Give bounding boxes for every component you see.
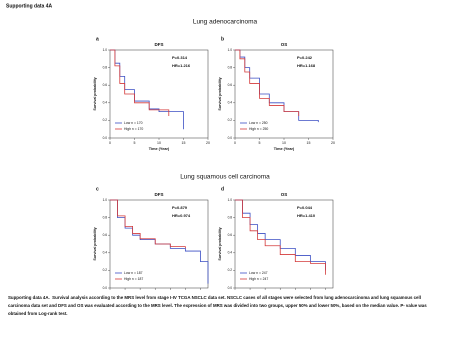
- p-value: P=0.314: [172, 55, 188, 60]
- plot-frame: [234, 199, 334, 289]
- x-tick-label: 5: [134, 141, 136, 145]
- x-tick-label: 0: [234, 141, 236, 145]
- x-axis-label: Time (Year): [274, 147, 295, 151]
- y-tick-label: 0.0: [103, 286, 108, 290]
- hazard-ratio: HR=1.410: [297, 213, 316, 218]
- y-axis-label: Survival probability: [218, 77, 222, 110]
- survival-curve: [110, 49, 184, 130]
- y-tick-label: 0.4: [228, 101, 233, 105]
- survival-curve: [235, 199, 326, 271]
- y-tick-label: 1.0: [103, 48, 108, 52]
- caption-lead: Supporting data 4A.: [8, 295, 50, 300]
- y-tick-label: 0.0: [103, 136, 108, 140]
- p-value: P=0.044: [297, 205, 313, 210]
- hazard-ratio: HR=0.974: [172, 213, 191, 218]
- x-axis-label: Time (Year): [149, 147, 170, 151]
- x-tick-label: 15: [307, 141, 311, 145]
- x-tick-label: 10: [282, 141, 286, 145]
- x-tick-label: 10: [157, 141, 161, 145]
- y-tick-label: 1.0: [228, 48, 233, 52]
- y-tick-label: 0.2: [228, 268, 233, 272]
- y-axis-label: Survival probability: [93, 77, 97, 110]
- panel-label: c: [96, 186, 99, 192]
- legend-label: Low n = 250: [249, 121, 268, 125]
- y-tick-label: 0.4: [103, 251, 108, 255]
- panel-label: d: [221, 186, 224, 192]
- panel-title: DFS: [155, 192, 164, 197]
- y-axis-label: Survival probability: [218, 227, 222, 260]
- y-tick-label: 1.0: [228, 198, 233, 202]
- legend-label: High n = 170: [124, 127, 143, 131]
- y-tick-label: 0.6: [228, 83, 233, 87]
- y-tick-label: 0.2: [103, 118, 108, 122]
- survival-curve: [235, 199, 326, 275]
- section-title: Lung squamous cell carcinoma: [180, 174, 270, 181]
- legend-label: High n = 187: [124, 277, 143, 281]
- legend-label: Low n = 247: [249, 271, 268, 275]
- legend-label: Low n = 187: [124, 271, 143, 275]
- legend-label: High n = 250: [249, 127, 268, 131]
- y-tick-label: 0.4: [103, 101, 108, 105]
- plot-frame: [109, 199, 209, 289]
- x-tick-label: 5: [259, 141, 261, 145]
- y-tick-label: 0.0: [228, 286, 233, 290]
- hazard-ratio: HR=1.216: [172, 63, 191, 68]
- figure: Supporting data 4A Lung adenocarcinoma L…: [6, 3, 335, 290]
- y-tick-label: 0.0: [228, 136, 233, 140]
- x-tick-label: 15: [182, 141, 186, 145]
- survival-curve: [110, 199, 186, 249]
- p-value: P=0.242: [297, 55, 313, 60]
- y-tick-label: 0.8: [103, 215, 108, 219]
- y-tick-label: 0.6: [103, 83, 108, 87]
- y-tick-label: 0.6: [103, 233, 108, 237]
- section-title: Lung adenocarcinoma: [193, 19, 258, 26]
- caption-text: Survival analysis according to the MRS l…: [8, 295, 427, 316]
- p-value: P=0.879: [172, 205, 188, 210]
- panel-label: b: [221, 36, 224, 42]
- panel-title: OS: [281, 192, 288, 197]
- y-tick-label: 0.2: [103, 268, 108, 272]
- hazard-ratio: HR=1.168: [297, 63, 316, 68]
- y-tick-label: 0.2: [228, 118, 233, 122]
- y-tick-label: 0.4: [228, 251, 233, 255]
- panel-title: OS: [281, 42, 288, 47]
- panel-label: a: [96, 36, 99, 42]
- y-tick-label: 0.6: [228, 233, 233, 237]
- survival-curve: [235, 49, 319, 123]
- y-tick-label: 0.8: [103, 65, 108, 69]
- survival-curve: [110, 49, 170, 116]
- y-axis-label: Survival probability: [93, 227, 97, 260]
- y-tick-label: 0.8: [228, 215, 233, 219]
- y-tick-label: 0.8: [228, 65, 233, 69]
- caption: Supporting data 4A. Survival analysis ac…: [8, 294, 442, 318]
- header: Supporting data 4A: [6, 3, 53, 9]
- survival-curve: [235, 49, 300, 116]
- legend-label: Low n = 170: [124, 121, 143, 125]
- y-tick-label: 1.0: [103, 198, 108, 202]
- x-tick-label: 20: [331, 141, 335, 145]
- legend-label: High n = 247: [249, 277, 268, 281]
- x-tick-label: 0: [109, 141, 111, 145]
- panel-title: DFS: [155, 42, 164, 47]
- x-tick-label: 20: [206, 141, 210, 145]
